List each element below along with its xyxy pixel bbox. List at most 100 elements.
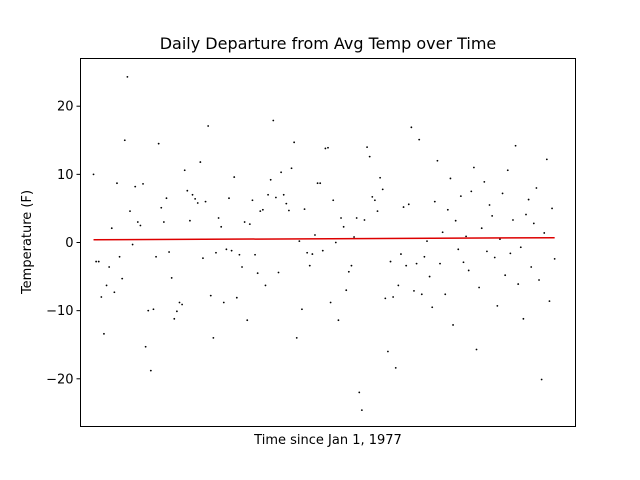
data-point	[129, 210, 131, 213]
data-point	[217, 217, 220, 219]
data-point	[204, 200, 207, 203]
data-point	[131, 243, 134, 246]
data-point	[389, 260, 392, 263]
data-point	[410, 126, 413, 129]
data-point	[548, 300, 551, 303]
data-point	[504, 274, 507, 277]
data-point	[285, 202, 288, 205]
data-point	[334, 241, 337, 244]
data-point	[321, 249, 324, 252]
data-point	[222, 301, 225, 304]
data-point	[376, 210, 379, 213]
data-point	[272, 119, 275, 122]
data-point	[392, 296, 395, 298]
data-point	[241, 266, 243, 268]
data-point	[423, 255, 426, 258]
data-point	[123, 139, 126, 142]
data-point	[538, 279, 540, 281]
data-point	[149, 369, 152, 372]
data-point	[301, 308, 303, 311]
data-point	[264, 284, 267, 287]
data-point	[525, 213, 527, 216]
data-point	[121, 277, 124, 280]
data-point	[311, 253, 314, 255]
data-point	[303, 208, 306, 211]
y-tick-label: −20	[46, 372, 73, 387]
data-point	[545, 158, 548, 161]
data-point	[381, 188, 384, 191]
data-point	[139, 224, 142, 227]
data-point	[436, 159, 439, 162]
data-point	[363, 219, 366, 221]
data-point	[543, 232, 546, 234]
data-point	[267, 193, 269, 196]
data-point	[290, 167, 293, 170]
data-point	[428, 275, 431, 278]
data-point	[420, 293, 423, 296]
data-point	[358, 391, 361, 394]
data-point	[246, 319, 249, 322]
data-point	[191, 193, 194, 196]
data-point	[202, 257, 204, 260]
data-point	[183, 169, 186, 172]
data-point	[486, 250, 488, 253]
data-point	[251, 199, 254, 202]
data-point	[384, 297, 387, 300]
data-point	[454, 219, 457, 222]
data-point	[118, 255, 121, 258]
data-point	[238, 253, 241, 256]
data-point	[426, 240, 428, 243]
data-point	[400, 253, 402, 255]
data-point	[157, 142, 160, 145]
plot-area	[92, 76, 556, 412]
data-point	[452, 324, 454, 326]
data-point	[514, 144, 517, 147]
data-point	[108, 266, 111, 268]
data-point	[207, 125, 210, 127]
data-point	[199, 161, 202, 163]
data-point	[92, 173, 95, 176]
data-point	[225, 248, 228, 251]
data-point	[355, 217, 358, 219]
data-point	[472, 166, 475, 169]
data-point	[551, 207, 553, 210]
data-point	[97, 260, 100, 263]
data-point	[189, 219, 191, 222]
data-point	[100, 296, 103, 298]
x-axis-label: Time since Jan 1, 1977	[253, 433, 402, 448]
data-point	[298, 240, 301, 243]
data-point	[439, 262, 441, 265]
data-point	[527, 198, 530, 201]
data-point	[371, 195, 374, 198]
axes-frame	[80, 58, 576, 427]
data-point	[459, 195, 462, 198]
data-point	[413, 289, 415, 292]
y-tick-label: 20	[57, 100, 74, 115]
data-point	[168, 251, 170, 253]
data-point	[462, 261, 465, 264]
data-point	[491, 215, 494, 217]
data-point	[373, 199, 376, 202]
data-point	[274, 196, 277, 199]
data-point	[337, 319, 340, 322]
data-point	[397, 284, 400, 287]
data-point	[522, 317, 525, 320]
data-point	[116, 182, 118, 185]
data-point	[134, 185, 137, 188]
data-point	[220, 225, 223, 228]
data-point	[319, 182, 322, 185]
data-point	[248, 223, 251, 226]
data-point	[394, 366, 397, 369]
data-point	[277, 271, 280, 274]
data-point	[196, 202, 199, 204]
data-point	[175, 310, 178, 313]
data-point	[173, 317, 176, 320]
data-point	[540, 378, 543, 381]
data-point	[160, 206, 163, 209]
data-point	[480, 227, 483, 230]
data-point	[345, 289, 348, 292]
data-point	[329, 301, 332, 304]
data-point	[282, 193, 285, 196]
data-point	[368, 155, 371, 158]
data-point	[530, 266, 533, 268]
